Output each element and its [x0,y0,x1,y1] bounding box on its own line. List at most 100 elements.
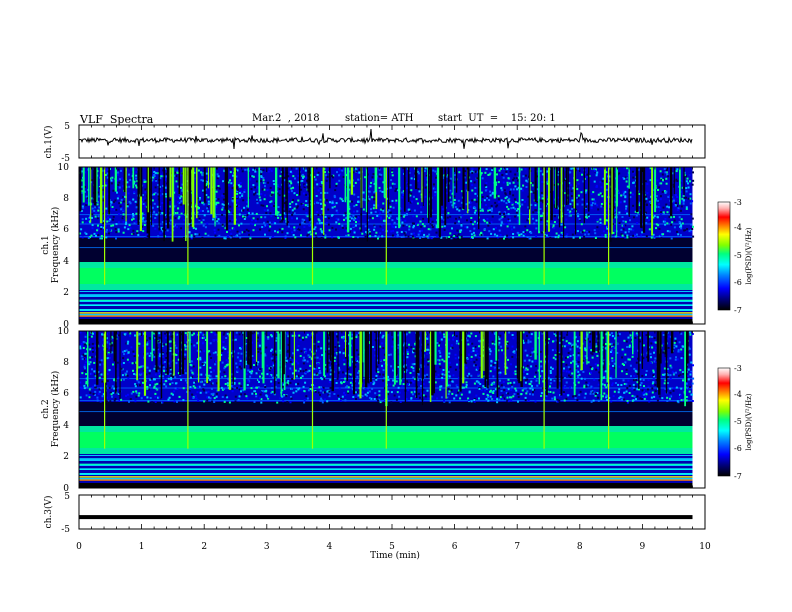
spectrogram-cell [159,382,162,385]
spectrogram-cell [85,377,88,380]
spectrogram-cell [664,355,667,358]
spectrogram-cell [381,190,384,193]
ch1-spectrogram-image [79,167,695,324]
spectrogram-cell [227,184,230,187]
spectrogram-cell [508,200,511,203]
spectrogram-cell [296,349,299,352]
spectrogram-cell [272,180,275,182]
spectrogram-cell [364,176,367,179]
spectrogram-row [79,470,693,471]
spectrogram-cell [498,387,501,390]
spectrogram-cell [606,227,609,230]
spectrogram-cell [136,390,139,393]
spectrogram-cell [490,204,493,207]
spectrogram-cell [664,171,667,174]
spectrogram-cell [596,171,599,174]
spectrogram-cell [199,358,202,361]
spectrogram-cell [222,180,225,183]
spectrogram-cell [511,345,514,348]
spectrogram-cell [109,400,112,403]
spectrogram-cell [525,179,528,182]
spectrogram-cell [162,380,165,383]
spectrogram-cell [104,224,107,227]
spectrogram-cell [605,343,607,345]
spectrogram-cell [580,377,583,380]
spectrogram-cell [663,213,665,215]
spectrogram-cell [348,212,351,215]
spectrogram-cell [430,237,433,240]
spectrogram-cell [523,231,526,234]
spectrogram-cell [622,193,625,196]
spectrogram-cell [111,206,114,208]
spectrogram-cell [282,400,285,403]
spectrogram-cell [253,190,255,193]
spectrogram-cell [446,175,449,178]
spectrogram-cell [313,176,316,178]
spectrogram-cell [648,219,651,222]
spectrogram-cell [245,228,248,231]
spectrogram-cell [427,363,430,366]
spectrogram-cell [382,369,385,372]
spectrogram-cell [202,388,205,391]
spectrogram-cell [673,215,675,218]
spectrogram-cell [242,389,245,392]
spectrogram-cell [423,225,426,228]
spectrogram-cell [681,222,684,225]
spectrogram-cell [660,178,663,181]
spectrogram-cell [336,211,339,214]
spectrogram-cell [81,218,84,221]
spectrogram-cell [142,216,145,219]
spectrogram-cell [671,221,674,224]
spectrogram-cell [105,396,108,399]
spectrogram-cell [252,175,255,178]
spectrogram-cell [355,218,358,221]
spectrogram-cell [664,223,667,226]
impulsive-event [311,167,314,285]
spectrogram-cell [617,191,620,194]
spectrogram-row [79,483,693,484]
spectrogram-cell [618,222,621,224]
spectrogram-cell [435,226,438,228]
spectrogram-cell [392,379,395,382]
spectrogram-cell [524,381,527,384]
spectrogram-row [79,302,693,303]
spectrogram-cell [618,172,621,175]
spectrogram-cell [224,237,227,240]
spectrogram-cell [217,222,220,225]
spectrogram-cell [289,367,292,370]
spectrogram-cell [119,178,122,181]
spectrogram-cell [547,375,550,378]
spectrogram-cell [294,374,297,377]
spectrogram-cell [645,393,648,396]
spectrogram-cell [331,175,333,178]
spectrogram-cell [260,193,263,195]
spectrogram-cell [675,386,678,389]
spectrogram-cell [221,388,224,391]
spectrogram-cell [165,175,168,178]
spectrogram-cell [507,208,510,211]
spectrogram-cell [238,382,241,385]
spectrogram-cell [320,192,322,194]
spectrogram-cell [402,224,405,227]
spectrogram-cell [465,203,468,206]
spectrogram-cell [627,357,630,360]
spectrogram-cell [198,233,201,236]
spectrogram-cell [591,391,594,394]
spectrogram-cell [238,388,241,391]
spectrogram-cell [355,221,357,223]
spectrogram-cell [239,359,242,362]
spectrogram-cell [497,198,500,201]
spectrogram-cell [98,376,101,379]
spectrogram-cell [289,202,292,205]
spectrogram-cell [193,177,196,180]
spectrogram-cell [160,175,163,178]
spectrogram-cell [471,184,474,187]
spectrogram-cell [631,193,634,196]
spectrogram-cell [692,235,695,238]
spectrogram-cell [249,222,252,225]
spectrogram-cell [662,233,665,236]
spectrogram-cell [680,357,683,360]
spectrogram-cell [184,372,187,375]
spectrogram-cell [565,381,568,384]
spectrogram-cell [490,210,493,213]
